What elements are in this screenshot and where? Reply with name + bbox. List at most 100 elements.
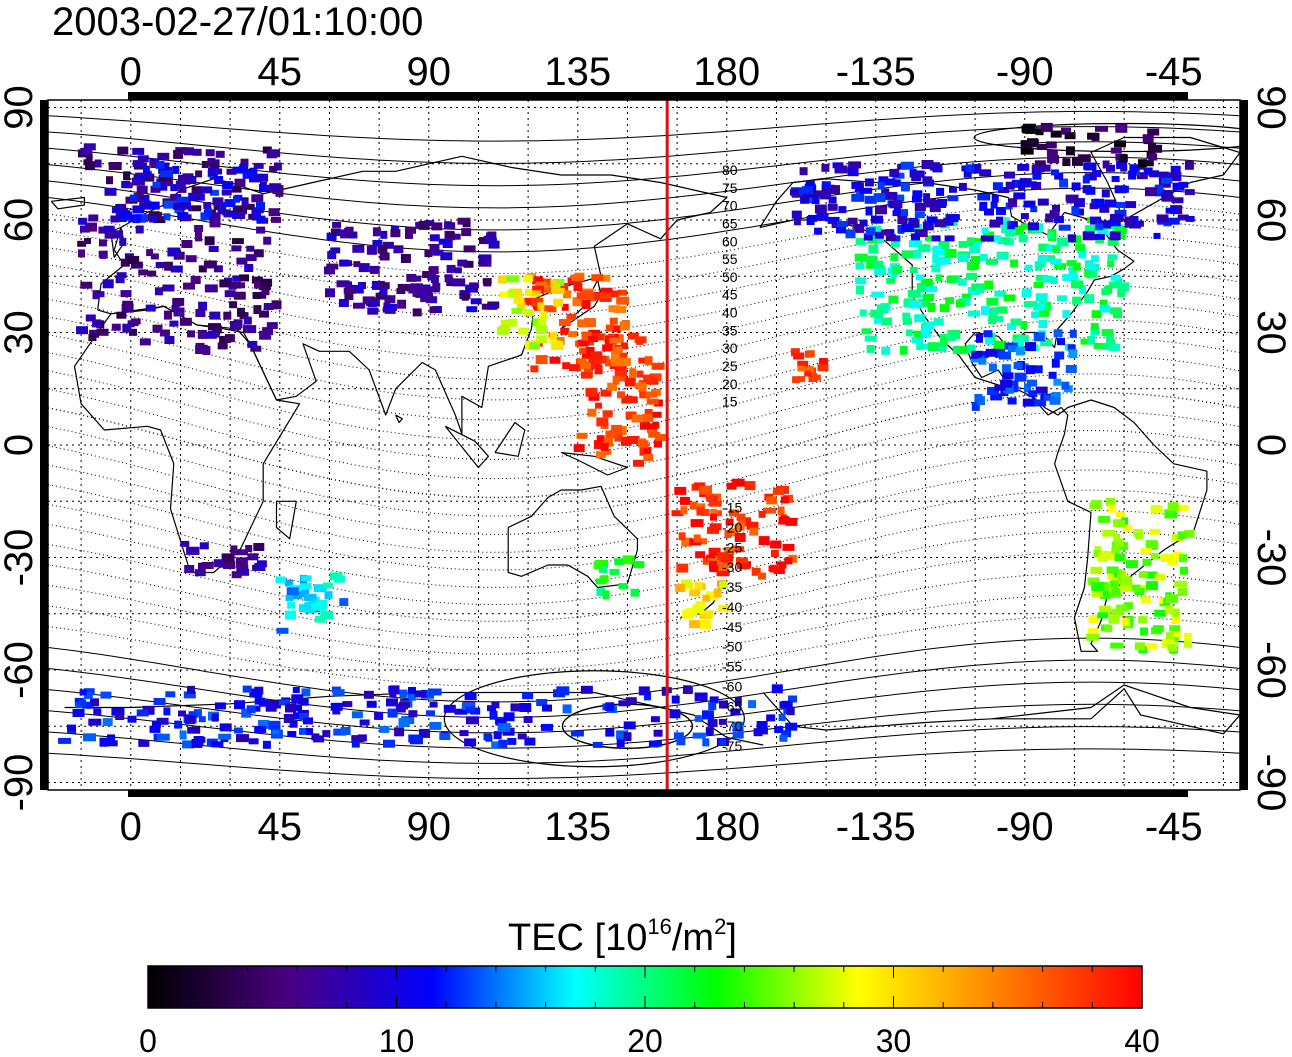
magnetic-contour [48,748,1240,780]
tec-pixel [156,717,169,725]
coastline [494,421,526,457]
tec-pixel [268,208,280,217]
tec-pixel [957,278,967,286]
tec-pixel [749,527,759,536]
tec-pixel [1120,576,1133,586]
right-axis-bar [1239,100,1248,790]
tec-pixel [285,610,296,620]
top-lon-tick-label: 180 [693,50,760,94]
tec-pixel [1002,364,1011,374]
tec-pixel [487,231,497,240]
right-lat-tick-label: 90 [1249,85,1292,130]
tec-pixel [863,233,873,241]
tec-pixel [1109,552,1119,561]
tec-pixel [1138,159,1147,168]
tec-pixel [175,180,186,189]
tec-pixel [816,212,829,221]
tec-pixel [798,376,806,383]
tec-pixel [160,177,174,187]
tec-pixel [221,189,232,196]
tec-pixel [78,699,87,706]
tec-pixel [198,301,208,311]
tec-pixel [174,720,183,729]
tec-pixel [579,362,591,370]
tec-pixel [1068,349,1078,359]
tec-pixel [963,170,972,178]
tec-pixel [979,253,988,261]
left-lat-tick-label: -90 [0,754,41,812]
tec-pixel [201,562,214,569]
tec-pixel [271,216,281,223]
tec-pixel [801,190,815,198]
tec-pixel [561,303,569,311]
tec-pixel [116,311,127,319]
tec-pixel [1048,371,1057,379]
magnetic-label-north: 30 [722,340,738,356]
tec-pixel [600,287,613,296]
tec-pixel [1007,345,1016,353]
tec-pixel [1064,132,1076,140]
tec-pixel [592,741,603,748]
tec-pixel [152,181,161,188]
tec-pixel [188,711,198,719]
tec-pixel [990,201,998,209]
tec-pixel [605,324,614,332]
tec-pixel [1116,161,1128,169]
tec-pixel [671,510,684,517]
tec-pixel [777,506,785,516]
tec-pixel [1099,605,1112,614]
tec-pixel [780,496,789,504]
tec-pixel [1027,379,1037,387]
tec-pixel [170,193,182,203]
tec-pixel [242,685,252,693]
tec-pixel [90,698,99,707]
tec-pixel [993,340,1007,350]
tec-pixel [397,299,407,309]
colorbar-tick-label: 0 [139,1023,157,1057]
tec-pixel [967,287,980,296]
tec-pixel [643,447,651,456]
tec-pixel [702,594,711,602]
tec-pixel [1036,143,1047,150]
tec-pixel [245,545,253,552]
tec-pixel [653,729,663,737]
tec-pixel [1166,632,1174,640]
top-lon-tick-label: -90 [996,50,1054,94]
tec-pixel [1047,155,1060,164]
tec-pixel [96,328,109,336]
tec-pixel [103,225,115,233]
tec-pixel [774,726,784,734]
tec-pixel [1107,254,1118,261]
tec-pixel [99,239,107,247]
tec-pixel [111,230,124,239]
tec-pixel [790,348,800,357]
tec-pixel [784,557,793,565]
tec-pixel [446,264,456,273]
tec-pixel [791,210,802,219]
tec-pixel [283,714,294,723]
tec-pixel [194,225,204,232]
tec-pixel [1005,181,1015,190]
tec-pixel [424,250,433,257]
tec-pixel [273,162,282,171]
tec-pixel [271,185,281,193]
magnetic-contour [48,594,1240,671]
tec-pixel [854,182,864,192]
tec-pixel [726,482,737,490]
tec-pixel [1082,175,1090,184]
tec-pixel [359,719,370,726]
tec-pixel [254,725,267,733]
tec-pixel [601,448,612,455]
tec-pixel [869,232,881,241]
tec-pixel [516,302,526,311]
tec-pixel [1126,560,1138,569]
tec-pixel [595,402,603,409]
tec-pixel [208,246,219,252]
tec-pixel [262,740,271,749]
tec-pixel [725,518,734,526]
tec-pixel [531,297,544,307]
tec-pixel [301,688,311,697]
tec-pixel [1038,320,1048,328]
tec-pixel [724,530,732,538]
right-lat-tick-label: -30 [1249,529,1292,587]
